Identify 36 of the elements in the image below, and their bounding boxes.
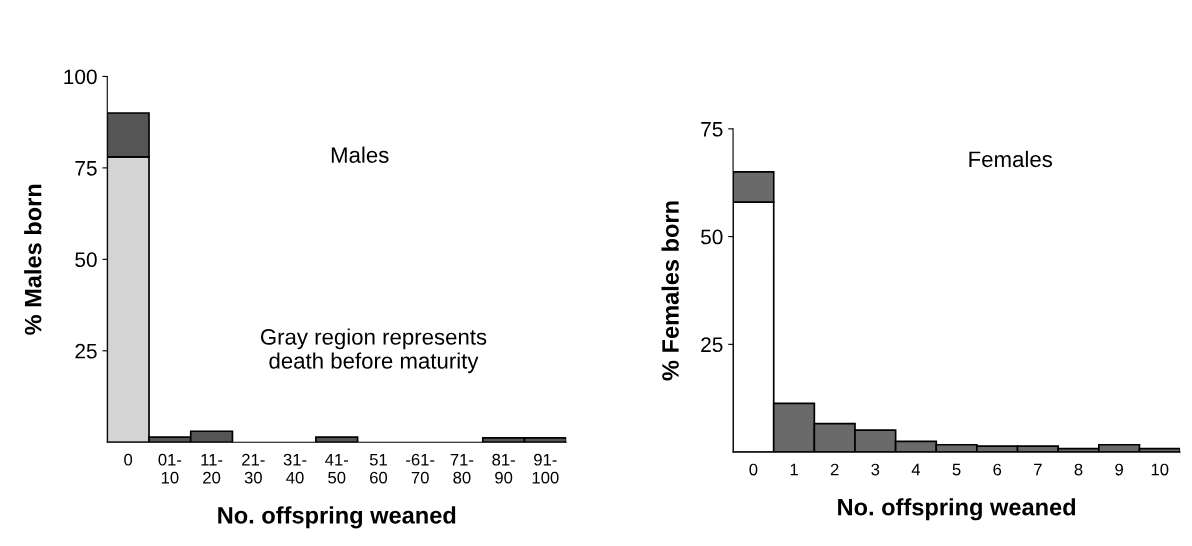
x-tick-label: 21- 30 [242,453,265,484]
x-axis-title: No. offspring weaned [838,498,1076,521]
y-axis-title: % Females born [661,201,679,381]
y-tick-label: 100 [64,69,97,85]
x-tick-label: 6 [993,463,1002,476]
annotation: Gray region represents death before maturity [260,328,487,374]
x-tick-label: 5 [952,463,961,476]
annotation: Males [331,146,389,163]
x-tick-label: -61- 70 [406,453,435,484]
x-tick-label: 31- 40 [283,453,307,484]
x-tick-label: 41- 50 [325,453,349,484]
y-tick-label: 75 [75,161,97,176]
x-tick-label: 9 [1115,463,1123,476]
y-tick-label: 25 [75,343,97,359]
x-tick-label: 91- 100 [532,453,559,484]
x-tick-label: 01- 10 [158,453,182,484]
x-tick-label: 0 [124,453,133,466]
y-tick-label: 50 [75,252,97,268]
x-tick-label: 51 60 [369,453,388,484]
x-tick-label: 4 [911,463,921,476]
x-tick-label: 8 [1074,463,1083,476]
x-axis-title: No. offspring weaned [218,506,456,529]
x-tick-label: 11- 20 [201,453,223,484]
x-tick-label: 1 [790,463,798,476]
x-tick-label: 81- 90 [492,453,515,484]
x-tick-label: 7 [1034,463,1042,476]
x-tick-label: 3 [871,463,880,476]
x-tick-label: 0 [749,463,758,476]
annotation: Females [969,150,1053,168]
y-tick-label: 25 [701,337,723,353]
y-axis-title: % Males born [24,184,42,335]
y-tick-label: 75 [701,122,723,137]
x-tick-label: 2 [830,463,839,476]
x-tick-label: 71- 80 [450,453,474,484]
x-tick-label: 10 [1151,463,1169,476]
y-tick-label: 50 [701,229,723,245]
